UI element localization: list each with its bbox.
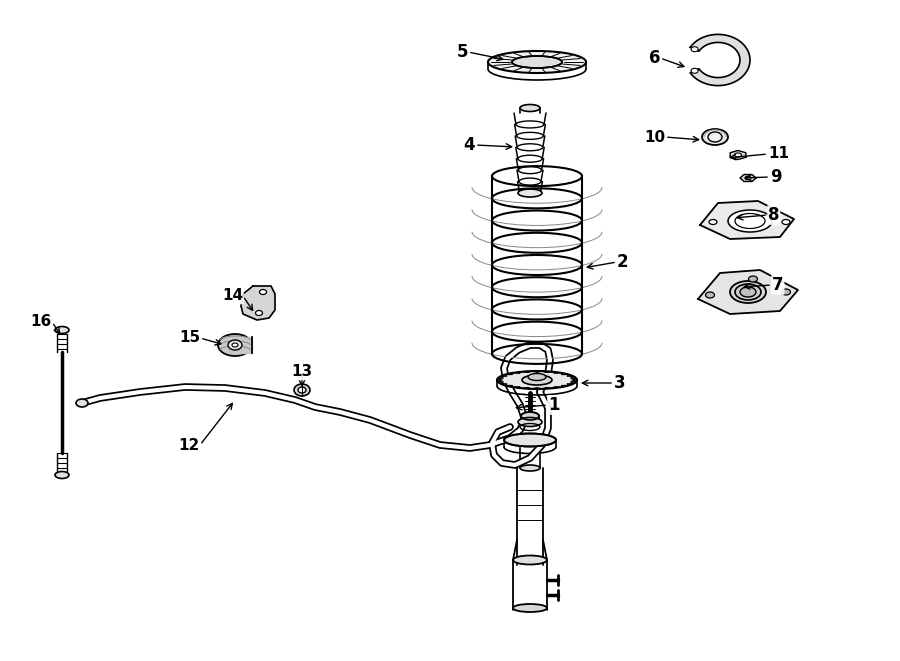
Polygon shape bbox=[698, 270, 798, 314]
Ellipse shape bbox=[518, 418, 542, 426]
Ellipse shape bbox=[294, 384, 310, 396]
Polygon shape bbox=[235, 337, 252, 353]
Ellipse shape bbox=[749, 276, 758, 282]
Text: 14: 14 bbox=[222, 288, 243, 303]
Ellipse shape bbox=[708, 132, 722, 142]
Text: 13: 13 bbox=[292, 364, 312, 379]
Ellipse shape bbox=[55, 327, 69, 334]
Ellipse shape bbox=[730, 281, 766, 303]
Ellipse shape bbox=[745, 176, 751, 180]
Ellipse shape bbox=[735, 284, 761, 300]
Ellipse shape bbox=[298, 387, 306, 393]
Ellipse shape bbox=[728, 210, 772, 232]
Text: 9: 9 bbox=[770, 168, 781, 186]
Polygon shape bbox=[740, 175, 756, 182]
Ellipse shape bbox=[520, 104, 540, 112]
Text: 8: 8 bbox=[768, 206, 779, 224]
Polygon shape bbox=[730, 151, 746, 159]
Text: 6: 6 bbox=[649, 49, 660, 67]
Ellipse shape bbox=[232, 343, 238, 347]
Ellipse shape bbox=[518, 189, 542, 197]
Ellipse shape bbox=[512, 56, 562, 68]
Ellipse shape bbox=[528, 373, 546, 381]
Polygon shape bbox=[690, 34, 750, 85]
Text: 3: 3 bbox=[614, 374, 626, 392]
Ellipse shape bbox=[709, 219, 717, 225]
Ellipse shape bbox=[218, 334, 252, 356]
Ellipse shape bbox=[55, 471, 69, 479]
Text: 4: 4 bbox=[464, 136, 475, 154]
Ellipse shape bbox=[76, 399, 88, 407]
Text: 2: 2 bbox=[617, 253, 628, 271]
Ellipse shape bbox=[504, 434, 556, 446]
Ellipse shape bbox=[513, 555, 547, 564]
Polygon shape bbox=[700, 201, 794, 239]
Ellipse shape bbox=[781, 289, 790, 295]
Ellipse shape bbox=[256, 311, 263, 315]
Ellipse shape bbox=[513, 604, 547, 612]
Polygon shape bbox=[241, 286, 275, 320]
Text: 15: 15 bbox=[179, 330, 200, 346]
Ellipse shape bbox=[691, 68, 698, 73]
Text: 16: 16 bbox=[31, 315, 52, 329]
Ellipse shape bbox=[497, 371, 577, 389]
Ellipse shape bbox=[522, 375, 552, 385]
Ellipse shape bbox=[259, 290, 266, 295]
Text: 7: 7 bbox=[772, 276, 784, 294]
Ellipse shape bbox=[782, 219, 790, 225]
Ellipse shape bbox=[702, 129, 728, 145]
Ellipse shape bbox=[706, 292, 715, 298]
Ellipse shape bbox=[488, 51, 586, 73]
Ellipse shape bbox=[740, 287, 756, 297]
Ellipse shape bbox=[520, 465, 540, 471]
Text: 12: 12 bbox=[179, 438, 200, 453]
Ellipse shape bbox=[228, 340, 242, 350]
Ellipse shape bbox=[734, 153, 742, 157]
Text: 5: 5 bbox=[456, 43, 468, 61]
Ellipse shape bbox=[691, 47, 698, 52]
Text: 11: 11 bbox=[768, 147, 789, 161]
Text: 1: 1 bbox=[548, 396, 560, 414]
Text: 10: 10 bbox=[644, 130, 665, 145]
Ellipse shape bbox=[521, 412, 539, 420]
